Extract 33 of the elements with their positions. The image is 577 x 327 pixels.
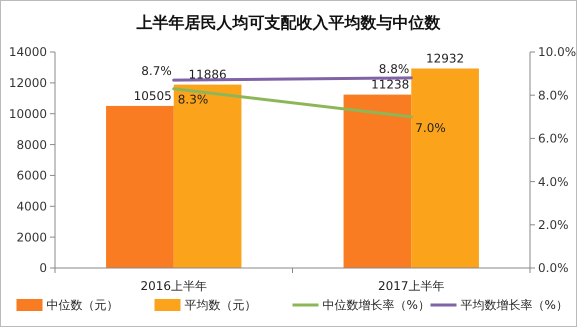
bar xyxy=(344,94,412,268)
data-label: 7.0% xyxy=(415,120,446,135)
data-label: 8.8% xyxy=(378,62,410,76)
y2-tick-label: 8.0% xyxy=(538,88,568,102)
legend-label: 平均数增长率（%） xyxy=(460,298,568,312)
y-tick-label: 6000 xyxy=(16,168,47,183)
y-tick-label: 4000 xyxy=(16,199,47,214)
y2-tick-label: 10.0% xyxy=(538,45,576,60)
y2-tick-label: 2.0% xyxy=(538,218,568,232)
legend-label: 中位数（元） xyxy=(46,298,118,312)
y-tick-label: 8000 xyxy=(16,138,47,152)
bar xyxy=(411,68,479,268)
bar xyxy=(106,106,174,268)
data-label: 10505 xyxy=(134,88,172,103)
data-label: 11238 xyxy=(371,78,410,92)
data-label: 12932 xyxy=(426,51,464,66)
legend-label: 中位数增长率（%） xyxy=(322,298,430,312)
chart-title: 上半年居民人均可支配收入平均数与中位数 xyxy=(136,13,442,32)
y-tick-label: 10000 xyxy=(8,106,47,121)
bar xyxy=(174,84,242,268)
y2-tick-label: 6.0% xyxy=(538,132,568,146)
data-label: 8.7% xyxy=(141,64,172,78)
data-label: 8.3% xyxy=(178,92,208,107)
x-tick-label: 2016上半年 xyxy=(140,279,208,293)
y-tick-label: 0 xyxy=(39,261,47,276)
x-tick-label: 2017上半年 xyxy=(378,279,445,293)
y-tick-label: 12000 xyxy=(8,76,47,90)
y2-tick-label: 0.0% xyxy=(538,261,568,276)
legend-label: 平均数（元） xyxy=(184,298,256,312)
y-tick-label: 14000 xyxy=(8,45,47,60)
y2-tick-label: 4.0% xyxy=(538,174,568,189)
data-label: 11886 xyxy=(188,68,227,82)
y-tick-label: 2000 xyxy=(16,230,47,244)
